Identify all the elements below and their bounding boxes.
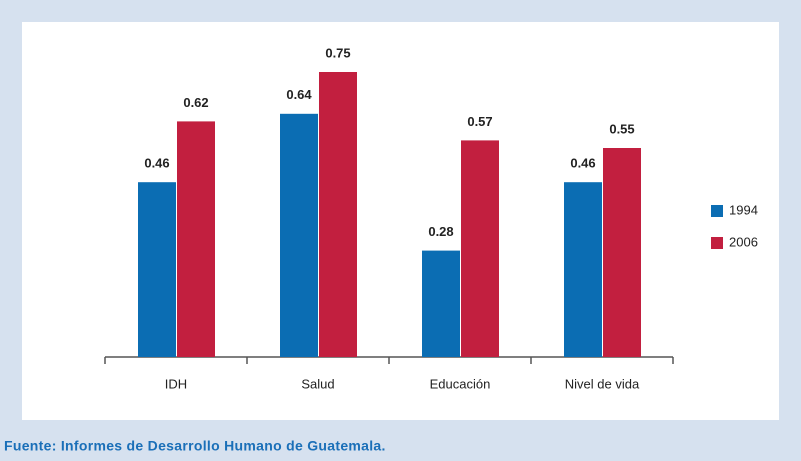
x-tick-label: Salud	[301, 376, 334, 391]
legend-swatch	[711, 205, 723, 217]
chart-panel	[22, 22, 779, 420]
value-label: 0.57	[467, 114, 492, 129]
bar	[422, 250, 460, 357]
x-tick-label: IDH	[165, 376, 187, 391]
value-label: 0.28	[428, 224, 453, 239]
source-note: Fuente: Informes de Desarrollo Humano de…	[4, 438, 386, 454]
bar	[177, 121, 215, 358]
value-label: 0.46	[144, 156, 169, 171]
value-label: 0.46	[570, 156, 595, 171]
x-tick-label: Educación	[430, 376, 491, 391]
legend-label: 1994	[729, 202, 758, 217]
bar	[319, 72, 357, 357]
x-tick-label: Nivel de vida	[565, 376, 640, 391]
bar	[603, 148, 641, 357]
bar	[280, 113, 318, 357]
legend-label: 2006	[729, 234, 758, 249]
bar	[138, 182, 176, 357]
value-label: 0.75	[325, 45, 350, 60]
bar	[461, 140, 499, 357]
value-label: 0.55	[609, 121, 634, 136]
legend-swatch	[711, 237, 723, 249]
bar	[564, 182, 602, 357]
value-label: 0.62	[183, 95, 208, 110]
value-label: 0.64	[286, 87, 312, 102]
